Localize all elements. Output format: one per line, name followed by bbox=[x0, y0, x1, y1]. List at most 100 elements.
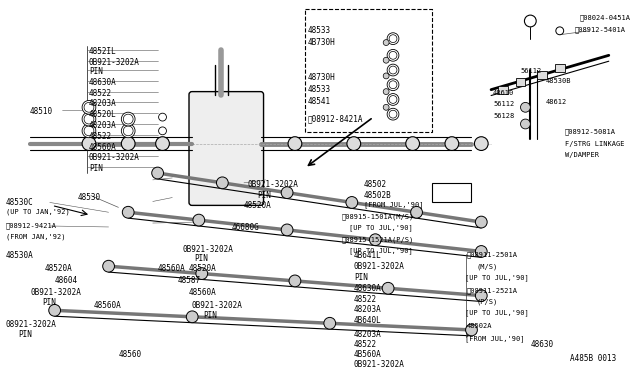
Text: ⓝ08911-2501A: ⓝ08911-2501A bbox=[467, 251, 518, 258]
Text: PIN: PIN bbox=[89, 67, 103, 76]
Text: PIN: PIN bbox=[354, 273, 367, 282]
Bar bbox=[555, 64, 564, 72]
Text: [UP TO JUL,'90]: [UP TO JUL,'90] bbox=[349, 247, 413, 254]
Circle shape bbox=[465, 324, 477, 336]
Circle shape bbox=[387, 94, 399, 105]
Circle shape bbox=[124, 114, 133, 124]
Text: 48520A: 48520A bbox=[244, 202, 272, 211]
Circle shape bbox=[289, 275, 301, 287]
Text: Ⓥ08915-1501A(M/S): Ⓥ08915-1501A(M/S) bbox=[342, 213, 414, 220]
Text: PIN: PIN bbox=[204, 311, 218, 320]
Text: 4B640L: 4B640L bbox=[354, 316, 381, 325]
Text: 46680G: 46680G bbox=[231, 223, 259, 232]
Text: 48630: 48630 bbox=[531, 340, 554, 349]
Text: 48520L: 48520L bbox=[89, 110, 116, 119]
Text: ⓝ08912-9421A: ⓝ08912-9421A bbox=[6, 222, 56, 229]
Circle shape bbox=[411, 206, 422, 218]
Circle shape bbox=[124, 126, 133, 136]
Circle shape bbox=[406, 137, 419, 150]
Text: 48587: 48587 bbox=[177, 276, 200, 285]
Text: 08921-3202A: 08921-3202A bbox=[6, 320, 56, 329]
Text: ⓝ08912-5081A: ⓝ08912-5081A bbox=[564, 129, 616, 135]
Circle shape bbox=[122, 124, 135, 138]
Text: [UP TO JUL,'90]: [UP TO JUL,'90] bbox=[465, 310, 529, 316]
Circle shape bbox=[84, 102, 94, 112]
Circle shape bbox=[389, 51, 397, 59]
Circle shape bbox=[383, 89, 389, 94]
Circle shape bbox=[152, 167, 163, 179]
Circle shape bbox=[82, 124, 96, 138]
Circle shape bbox=[387, 108, 399, 120]
Circle shape bbox=[520, 102, 531, 112]
Circle shape bbox=[389, 81, 397, 89]
Circle shape bbox=[524, 15, 536, 27]
Text: 48502B: 48502B bbox=[364, 191, 391, 200]
Text: PIN: PIN bbox=[194, 254, 208, 263]
Text: 48533: 48533 bbox=[308, 85, 331, 94]
Text: 48604: 48604 bbox=[54, 276, 78, 285]
Circle shape bbox=[347, 137, 361, 150]
Text: 48541: 48541 bbox=[308, 96, 331, 106]
Text: (M/S): (M/S) bbox=[476, 263, 498, 270]
Circle shape bbox=[389, 96, 397, 103]
FancyBboxPatch shape bbox=[189, 92, 264, 205]
Circle shape bbox=[387, 33, 399, 45]
Circle shape bbox=[383, 57, 389, 63]
Text: PIN: PIN bbox=[89, 164, 103, 173]
Circle shape bbox=[281, 187, 293, 199]
Circle shape bbox=[387, 79, 399, 91]
Text: 0B921-3202A: 0B921-3202A bbox=[354, 262, 404, 271]
Circle shape bbox=[186, 311, 198, 323]
Text: 48520A: 48520A bbox=[189, 264, 217, 273]
Text: [UP TO JUL,'90]: [UP TO JUL,'90] bbox=[349, 224, 413, 231]
Circle shape bbox=[346, 196, 358, 208]
Text: 48530: 48530 bbox=[77, 193, 100, 202]
Text: (UP TO JAN,'92): (UP TO JAN,'92) bbox=[6, 208, 69, 215]
Text: 0B921-3202A: 0B921-3202A bbox=[89, 153, 140, 163]
Text: 48522: 48522 bbox=[89, 132, 112, 141]
Text: 0B921-3202A: 0B921-3202A bbox=[30, 288, 81, 297]
Text: 48560A: 48560A bbox=[189, 288, 217, 297]
Circle shape bbox=[193, 214, 205, 226]
Circle shape bbox=[383, 40, 389, 45]
Text: 56128: 56128 bbox=[493, 113, 515, 119]
Text: ⓝ08912-5401A: ⓝ08912-5401A bbox=[575, 27, 625, 33]
Text: ⓝ08912-8421A: ⓝ08912-8421A bbox=[308, 114, 363, 123]
Circle shape bbox=[476, 290, 487, 301]
Text: 48530A: 48530A bbox=[6, 251, 33, 260]
Circle shape bbox=[84, 114, 94, 124]
Text: 4B641L: 4B641L bbox=[354, 251, 381, 260]
Text: (P/S): (P/S) bbox=[476, 299, 498, 305]
Circle shape bbox=[476, 216, 487, 228]
Circle shape bbox=[383, 105, 389, 110]
Text: 4B560A: 4B560A bbox=[354, 350, 381, 359]
Bar bbox=[432, 183, 472, 202]
Circle shape bbox=[389, 110, 397, 118]
Circle shape bbox=[122, 112, 135, 126]
Circle shape bbox=[159, 113, 166, 121]
Circle shape bbox=[122, 206, 134, 218]
Text: W/DAMPER: W/DAMPER bbox=[564, 153, 598, 158]
Text: 48520A: 48520A bbox=[45, 264, 72, 273]
Circle shape bbox=[445, 137, 459, 150]
Text: 4B730H: 4B730H bbox=[308, 38, 335, 46]
Text: (FROM JAN,'92): (FROM JAN,'92) bbox=[6, 234, 65, 240]
Circle shape bbox=[281, 224, 293, 236]
Text: ⓝ08911-2521A: ⓝ08911-2521A bbox=[467, 288, 518, 294]
Text: PIN: PIN bbox=[258, 191, 271, 200]
Circle shape bbox=[389, 66, 397, 74]
Circle shape bbox=[387, 49, 399, 61]
Text: 48530C: 48530C bbox=[6, 198, 33, 206]
Text: 48560A: 48560A bbox=[94, 301, 122, 310]
Text: 48510: 48510 bbox=[30, 107, 53, 116]
Bar bbox=[305, 9, 432, 132]
Circle shape bbox=[474, 137, 488, 150]
Text: F/STRG LINKAGE: F/STRG LINKAGE bbox=[564, 141, 624, 147]
Bar bbox=[498, 86, 508, 94]
Circle shape bbox=[156, 137, 170, 150]
Circle shape bbox=[102, 260, 115, 272]
Text: 48522: 48522 bbox=[354, 340, 377, 349]
Text: 48502A: 48502A bbox=[467, 323, 492, 329]
Circle shape bbox=[369, 234, 381, 246]
Text: 48530B: 48530B bbox=[546, 78, 572, 84]
